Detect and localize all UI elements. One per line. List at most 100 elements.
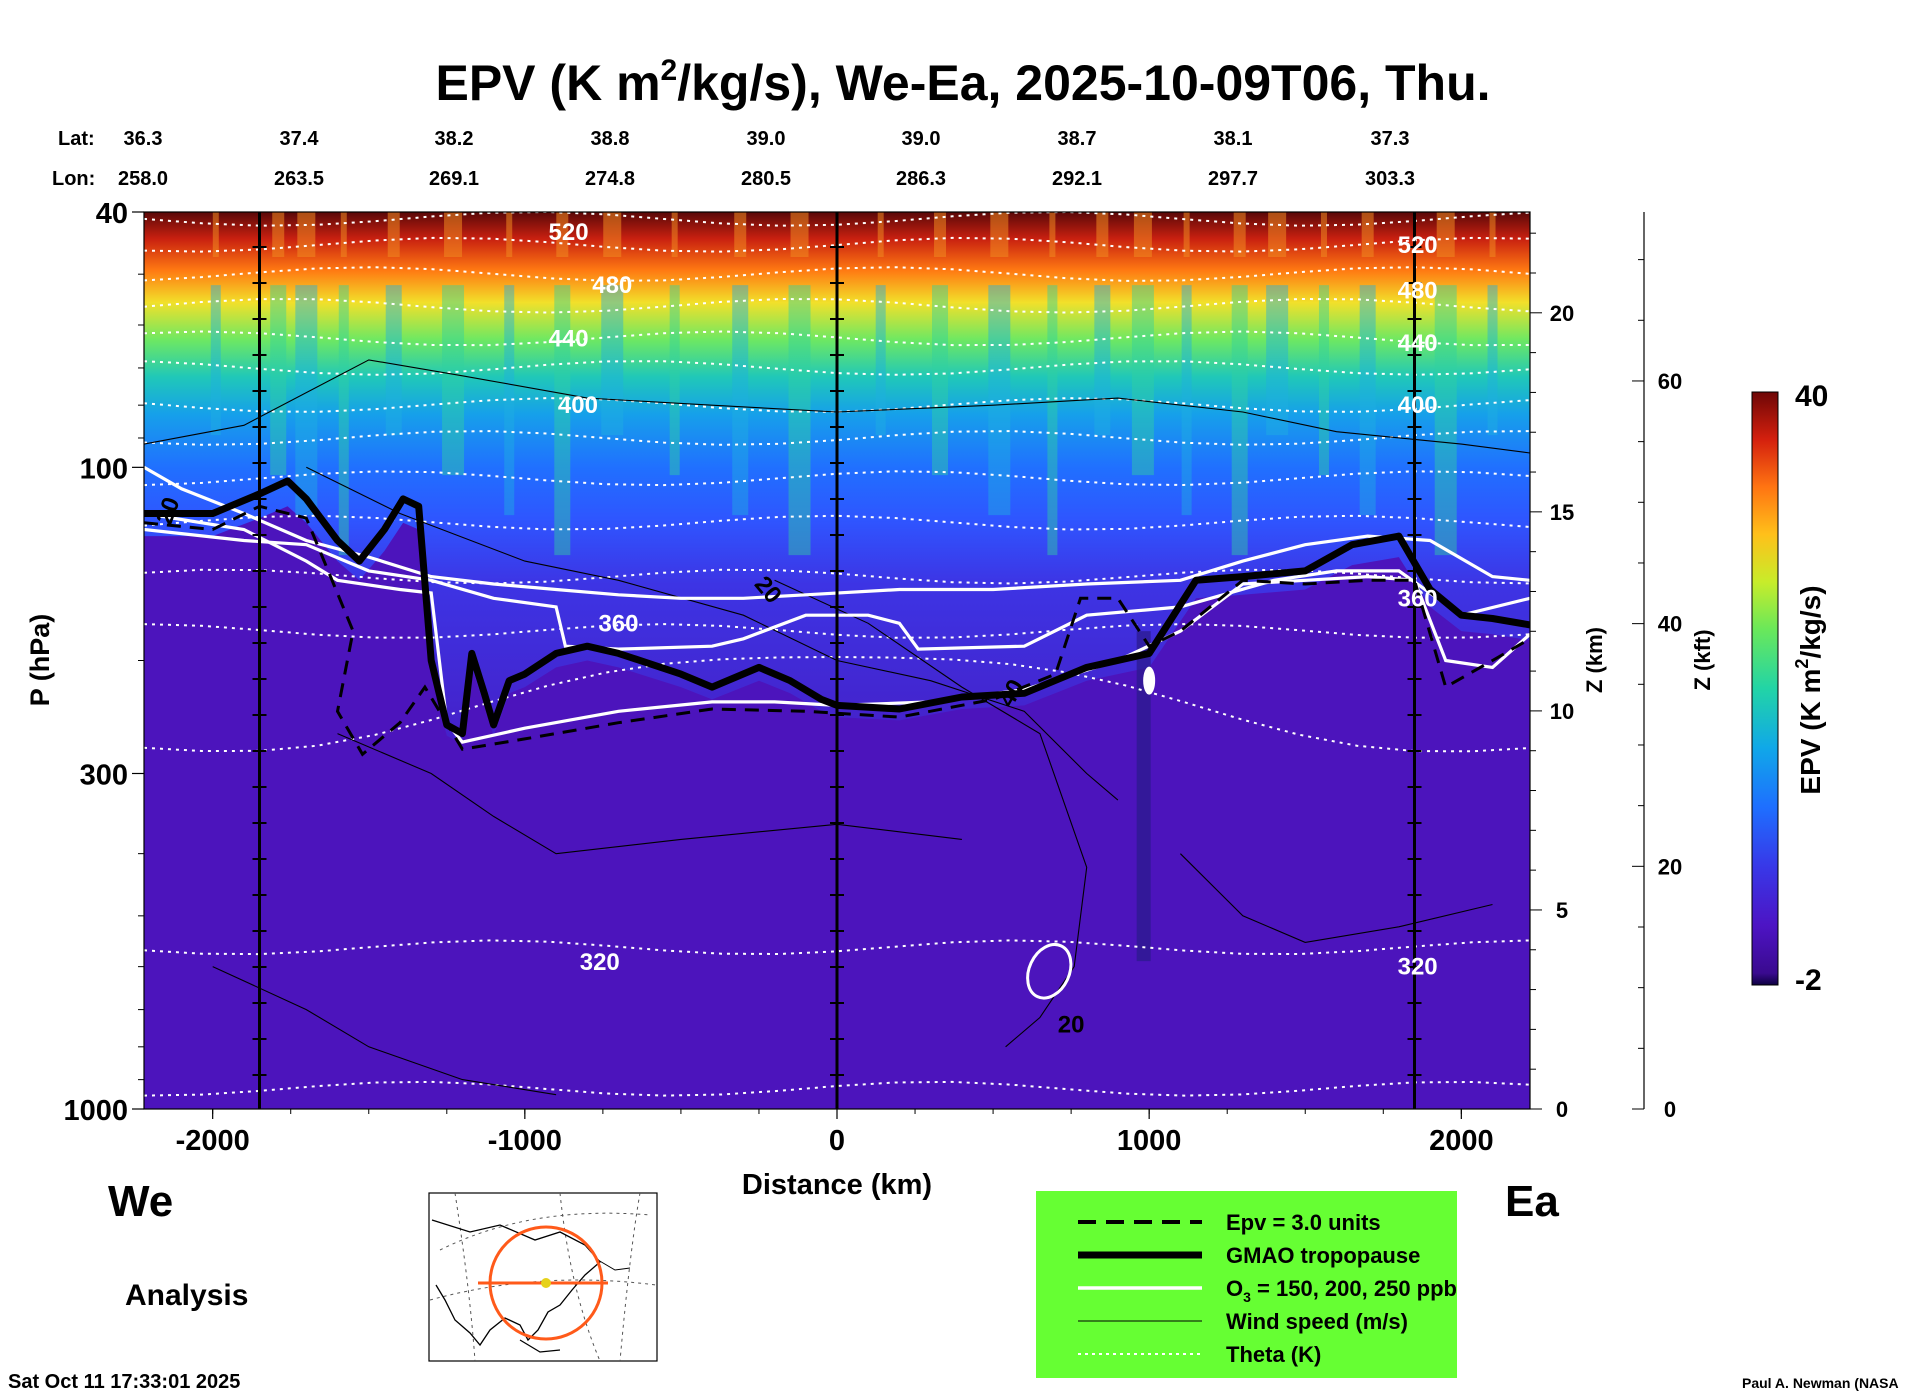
z-km-tick-label: 5 [1556, 898, 1568, 923]
epv-streak [1131, 285, 1154, 476]
x-axis: -2000 -1000 0 1000 2000 [176, 1109, 1494, 1157]
epv-streak [1268, 212, 1287, 257]
z-km-tick-label: 20 [1550, 301, 1574, 326]
theta-label: 360 [1398, 585, 1438, 612]
west-label: We [108, 1177, 173, 1226]
theta-label: 320 [1398, 954, 1438, 981]
wind-contour [1180, 853, 1493, 943]
theta-label: 400 [558, 392, 598, 419]
epv-streak [297, 212, 316, 257]
y-tick-label: 1000 [63, 1095, 128, 1127]
lat-value: 38.7 [1058, 128, 1097, 150]
epv-streak [875, 285, 886, 436]
colorbar-max-label: 40 [1795, 380, 1828, 413]
epv-streak [601, 285, 624, 436]
epv-streak [790, 212, 809, 257]
epv-streak [732, 285, 749, 516]
z-kft-tick-label: 40 [1658, 612, 1682, 637]
wind-contour [306, 466, 1119, 801]
x-tick-label: -2000 [176, 1125, 250, 1157]
lon-value: 269.1 [429, 168, 479, 190]
epv-streak [1183, 212, 1190, 257]
y-tick-label: 100 [80, 453, 128, 485]
z-km-tick-label: 0 [1556, 1097, 1568, 1122]
epv-streak [934, 212, 947, 257]
theta-label: 480 [1398, 277, 1438, 304]
z-kft-tick-label: 60 [1658, 369, 1682, 394]
legend-label: Epv = 3.0 units [1226, 1210, 1381, 1235]
epv-streak [671, 212, 678, 257]
x-tick-label: 1000 [1117, 1125, 1182, 1157]
east-label: Ea [1505, 1177, 1559, 1226]
colorbar [1751, 391, 1779, 986]
inset-map [428, 1192, 658, 1362]
lon-value: 280.5 [741, 168, 791, 190]
legend: Epv = 3.0 units GMAO tropopause O3 = 150, … [1078, 1210, 1457, 1367]
lat-value: 39.0 [747, 128, 786, 150]
epv-streak [1047, 285, 1058, 556]
lon-value: 274.8 [585, 168, 635, 190]
x-tick-label: 0 [829, 1125, 845, 1157]
ozone-contour [144, 465, 1530, 600]
epv-streak [1361, 212, 1374, 257]
epv-streak [506, 212, 513, 257]
theta-contours [144, 212, 1530, 1097]
lon-value: 292.1 [1052, 168, 1102, 190]
epv-streak [1133, 212, 1152, 257]
epv-streak [1231, 285, 1248, 556]
colorbar-label: EPV (K m2/kg/s) [1792, 585, 1826, 794]
epv-streak [1320, 212, 1327, 257]
latitude-row: 36.3 37.4 38.2 38.8 39.0 39.0 38.7 38.1 37.3 [124, 128, 1410, 150]
theta-label: 520 [549, 219, 589, 246]
lat-value: 37.4 [280, 128, 320, 150]
epv-streak [788, 285, 811, 556]
y-tick-label: 40 [96, 198, 128, 230]
epv-streak [385, 285, 402, 436]
epv-streak [272, 212, 285, 257]
coastline [431, 1219, 601, 1347]
longitude-row: 258.0 263.5 269.1 274.8 280.5 286.3 292.1 297.7… [118, 168, 1415, 190]
epv-streak [1436, 212, 1455, 257]
lat-value: 38.2 [435, 128, 474, 150]
credit-label: Paul A. Newman (NASA [1742, 1375, 1899, 1391]
x-tick-label: -1000 [488, 1125, 562, 1157]
theta-label: 440 [1398, 330, 1438, 357]
wind-contour [212, 966, 557, 1096]
lat-label: Lat: [58, 128, 95, 150]
epv-streak [877, 212, 884, 257]
epv-streak [1434, 285, 1457, 556]
z-kft-axis: 0 20 40 60 [1632, 212, 1682, 1122]
theta-label: 320 [580, 949, 620, 976]
z-km-tick-label: 15 [1550, 500, 1574, 525]
z-kft-tick-label: 0 [1664, 1097, 1676, 1122]
chart-title: EPV (K m2/kg/s), We-Ea, 2025-10-09T06, T… [435, 54, 1490, 111]
y-tick-label: 300 [80, 759, 128, 791]
ozone-contour [1143, 666, 1156, 695]
epv-streak [212, 212, 219, 257]
theta-label: 520 [1398, 232, 1438, 259]
epv-streak [1359, 285, 1376, 516]
epv-streak [295, 285, 318, 516]
lon-value: 286.3 [896, 168, 946, 190]
epv-streak [603, 212, 622, 257]
ozone-contour [144, 511, 1530, 744]
legend-label: GMAO tropopause [1226, 1243, 1420, 1268]
epv-streak [1136, 631, 1151, 962]
wind-contour [774, 579, 1088, 1048]
theta-label: 480 [592, 272, 632, 299]
epv-streak [210, 285, 221, 436]
x-axis-label: Distance (km) [742, 1169, 932, 1201]
epv-streak [1487, 285, 1498, 436]
z-km-axis-label: Z (km) [1582, 627, 1607, 693]
z-kft-axis-label: Z (kft) [1690, 629, 1715, 690]
epv-streak [556, 212, 569, 257]
lon-label: Lon: [52, 168, 95, 190]
lat-value: 39.0 [902, 128, 941, 150]
lat-value: 36.3 [124, 128, 163, 150]
epv-streaks [210, 212, 1498, 962]
epv-streak [1181, 285, 1192, 516]
epv-streak [554, 285, 571, 556]
epv-3-unit-contour [144, 504, 1530, 757]
